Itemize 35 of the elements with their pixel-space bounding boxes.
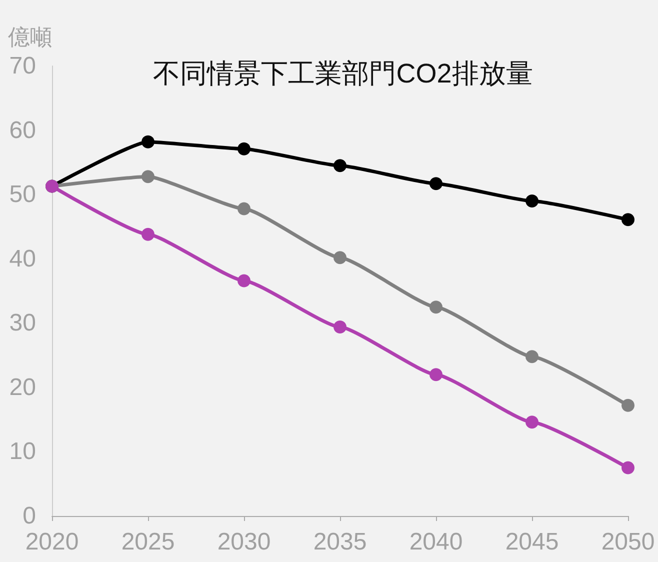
chart-title: 不同情景下工業部門CO2排放量: [153, 58, 533, 88]
point: [238, 274, 250, 288]
point: [622, 461, 634, 474]
point: [430, 177, 442, 190]
point: [238, 142, 250, 156]
y-tick-label: 50: [9, 181, 36, 208]
point: [622, 213, 634, 226]
x-tick-label: 2030: [217, 528, 271, 556]
point: [142, 170, 154, 184]
x-tick-label: 2020: [25, 528, 79, 556]
y-tick-label: 60: [9, 116, 36, 144]
point: [526, 350, 538, 364]
y-tick-label: 0: [22, 502, 36, 530]
point: [142, 135, 154, 148]
point: [334, 159, 346, 172]
x-tick-label: 2025: [121, 528, 175, 556]
point: [334, 320, 346, 334]
y-tick-label: 40: [9, 245, 36, 272]
x-tick-label: 2040: [409, 528, 463, 556]
point: [430, 300, 442, 314]
y-tick-label: 10: [9, 438, 36, 466]
x-tick-label: 2045: [505, 528, 559, 556]
point: [238, 202, 250, 216]
y-axis-title: 億噸: [8, 24, 52, 50]
point: [142, 228, 154, 241]
point: [526, 194, 538, 208]
x-tick-label: 2050: [601, 528, 655, 556]
point: [622, 398, 634, 412]
point: [526, 416, 538, 429]
y-tick-label: 30: [9, 310, 36, 337]
y-tick-label: 70: [9, 52, 36, 80]
point: [334, 251, 346, 264]
point: [430, 368, 442, 382]
x-tick-label: 2035: [313, 528, 367, 556]
y-tick-label: 20: [9, 374, 36, 401]
